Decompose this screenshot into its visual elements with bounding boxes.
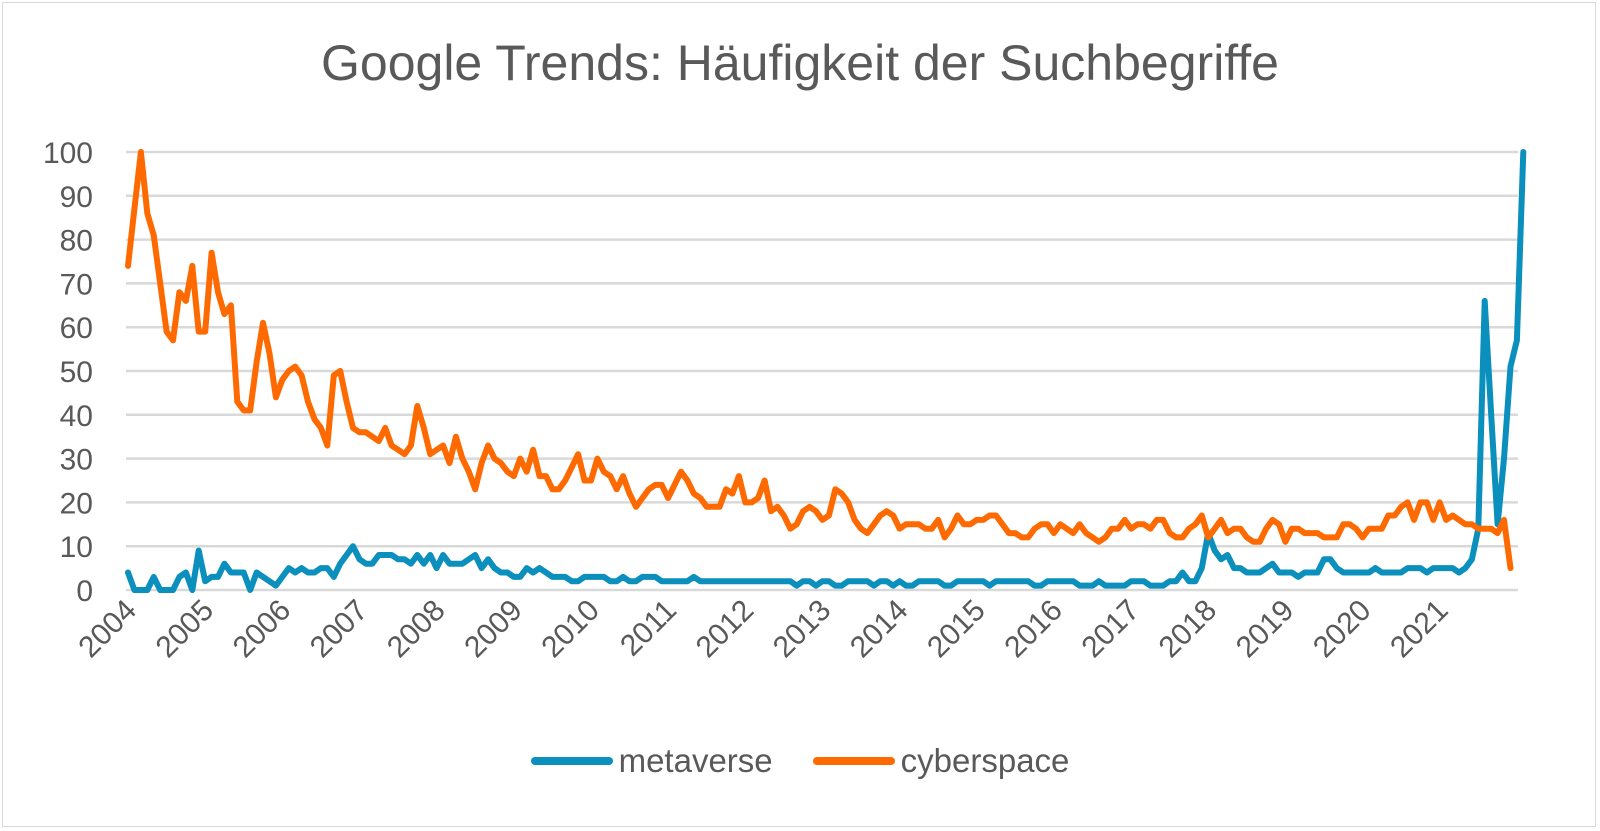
legend-label-cyberspace: cyberspace: [900, 742, 1070, 779]
x-tick-label: 2014: [844, 594, 915, 665]
y-tick-label: 80: [60, 225, 93, 258]
y-tick-label: 60: [60, 312, 93, 345]
x-tick-label: 2019: [1230, 594, 1301, 665]
x-tick-label: 2012: [690, 594, 761, 665]
x-tick-label: 2009: [458, 594, 529, 665]
x-tick-label: 2018: [1153, 594, 1224, 665]
legend-swatch-cyberspace: [812, 757, 895, 765]
x-tick-label: 2016: [998, 594, 1069, 665]
x-tick-label: 2005: [150, 594, 221, 665]
x-tick-label: 2011: [614, 594, 683, 663]
y-tick-label: 70: [60, 268, 93, 301]
series-line-metaverse: [125, 149, 1527, 593]
x-tick-label: 2008: [381, 594, 452, 665]
y-tick-label: 40: [60, 400, 93, 433]
x-tick-label: 2020: [1307, 594, 1378, 665]
y-tick-label: 90: [60, 181, 93, 214]
series-lines: [125, 149, 1527, 593]
x-axis-ticks: 2004 2005 2006 2007 2008 2009 2010 2011 2012 2013…: [72, 594, 1454, 665]
x-tick-label: 2010: [535, 594, 606, 665]
legend-item-cyberspace: cyberspace: [812, 742, 1070, 780]
y-tick-label: 50: [60, 356, 93, 389]
y-tick-label: 10: [60, 531, 93, 564]
x-tick-label: 2013: [767, 594, 838, 665]
x-tick-label: 2007: [304, 594, 375, 665]
y-axis-ticks: 0 10 20 30 40 50 60 70 80 90 100: [43, 137, 93, 608]
legend: metaverse cyberspace: [0, 742, 1600, 780]
y-tick-label: 30: [60, 444, 93, 477]
legend-swatch-metaverse: [530, 757, 613, 765]
x-tick-label: 2017: [1075, 594, 1146, 665]
x-tick-label: 2021: [1384, 594, 1455, 665]
chart-title: Google Trends: Häufigkeit der Suchbegrif…: [321, 35, 1279, 91]
y-tick-label: 0: [76, 575, 93, 608]
legend-label-metaverse: metaverse: [618, 742, 773, 779]
series-line-cyberspace: [125, 149, 1514, 572]
y-tick-label: 20: [60, 487, 93, 520]
gridlines: [126, 150, 1518, 592]
legend-item-metaverse: metaverse: [530, 742, 773, 780]
x-tick-label: 2006: [227, 594, 298, 665]
x-tick-label: 2015: [921, 594, 992, 665]
y-tick-label: 100: [43, 137, 93, 170]
